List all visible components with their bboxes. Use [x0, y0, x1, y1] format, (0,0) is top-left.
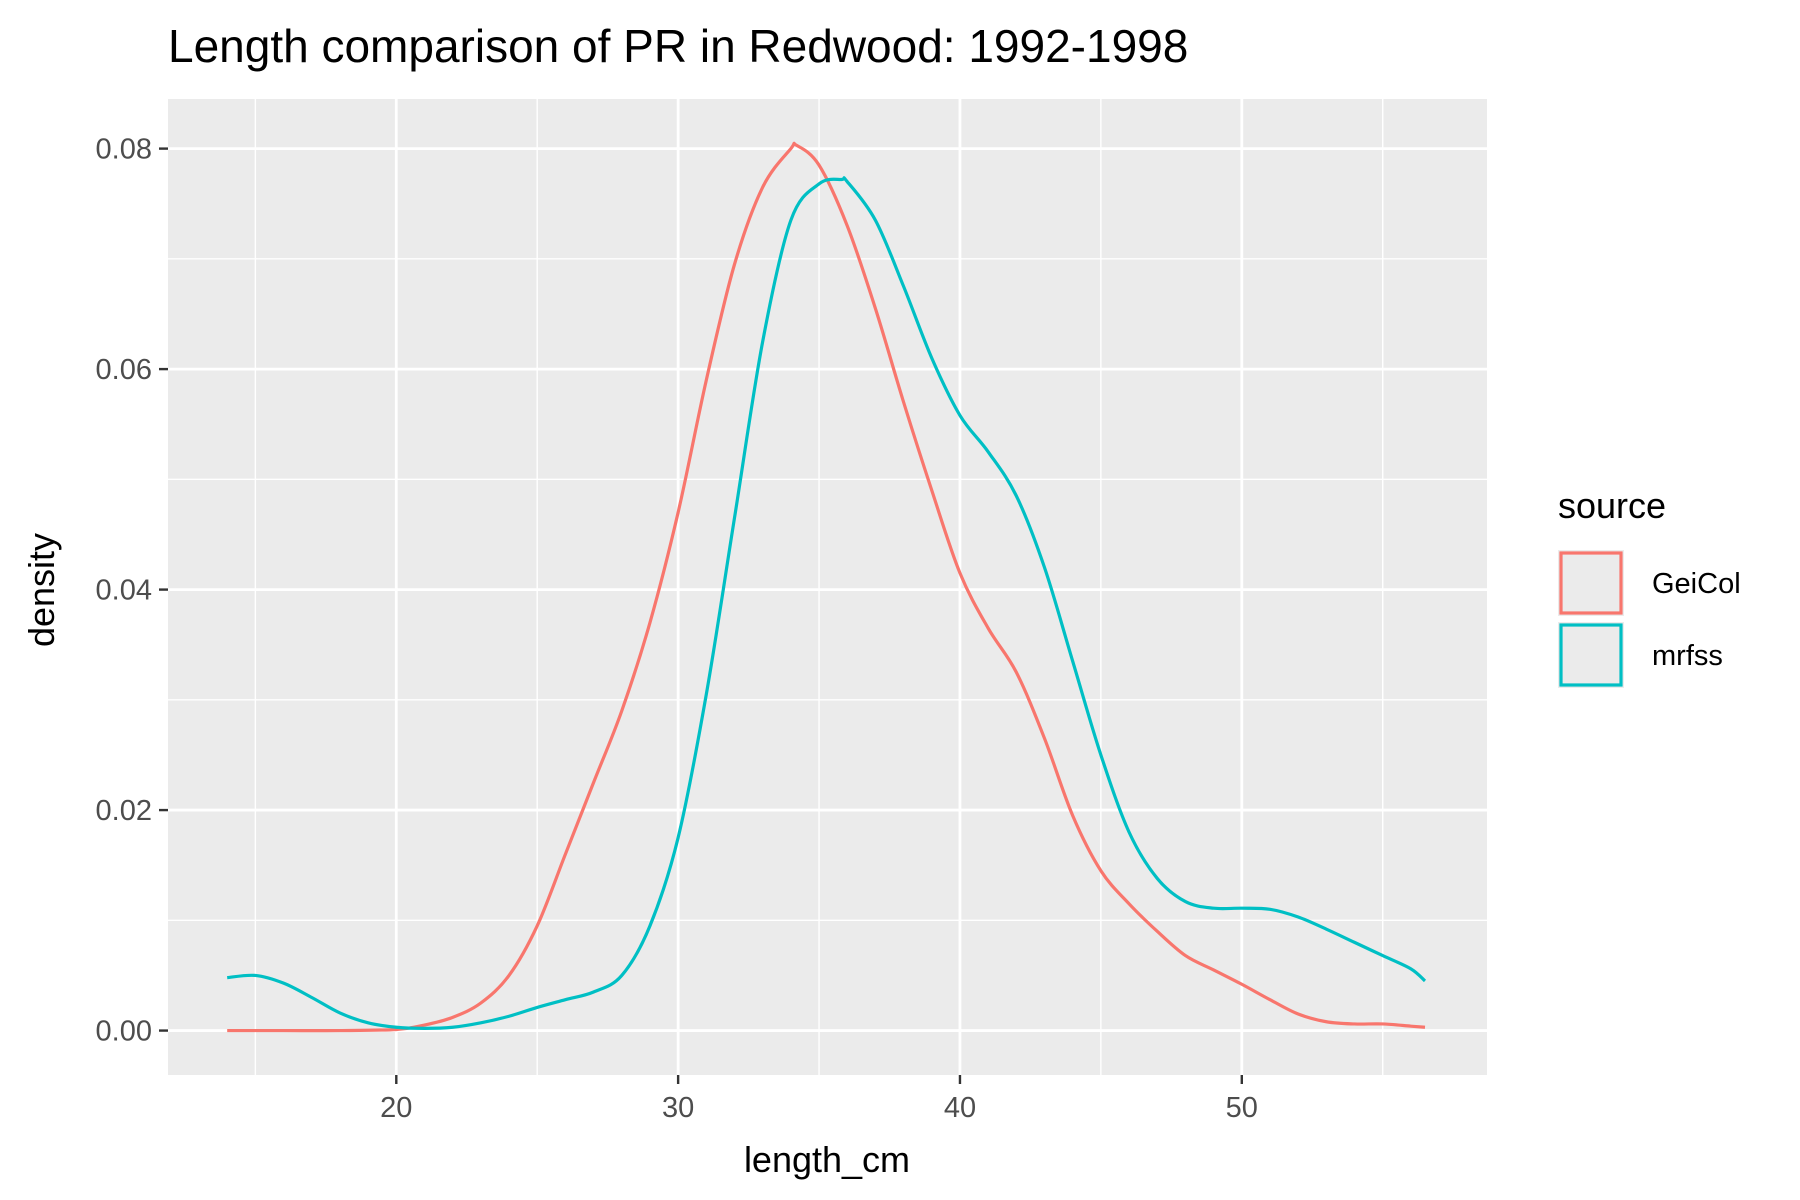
legend-label-mrfss: mrfss [1652, 640, 1723, 672]
legend-key-geicol [1559, 551, 1623, 615]
minor-gridlines [168, 99, 1487, 1075]
plot-panel [168, 99, 1487, 1075]
legend-key-mrfss [1559, 623, 1623, 687]
y-tick-label: 0.08 [96, 134, 152, 166]
y-tick-label: 0.00 [96, 1016, 152, 1048]
series-line-mrfss [227, 176, 1427, 1030]
x-axis-title: length_cm [744, 1139, 910, 1180]
x-tick-label: 50 [1226, 1092, 1258, 1124]
y-tick-label: 0.04 [96, 575, 152, 607]
legend: source GeiCol mrfss [1558, 485, 1741, 688]
y-axis-title: density [21, 533, 62, 647]
series-line-geicol [227, 141, 1426, 1033]
legend-label-geicol: GeiCol [1652, 568, 1741, 600]
y-tick-label: 0.06 [96, 354, 152, 386]
x-axis: 20 30 40 50 [380, 1075, 1258, 1124]
x-tick-label: 30 [662, 1092, 694, 1124]
legend-title: source [1558, 485, 1666, 526]
y-tick-label: 0.02 [96, 795, 152, 827]
legend-key-bg [1558, 622, 1624, 688]
x-tick-label: 20 [380, 1092, 412, 1124]
y-axis: 0.00 0.02 0.04 0.06 0.08 [96, 134, 168, 1048]
chart-title: Length comparison of PR in Redwood: 1992… [168, 20, 1188, 72]
legend-key-bg [1558, 550, 1624, 616]
x-tick-label: 40 [944, 1092, 976, 1124]
series-lines [227, 141, 1427, 1033]
